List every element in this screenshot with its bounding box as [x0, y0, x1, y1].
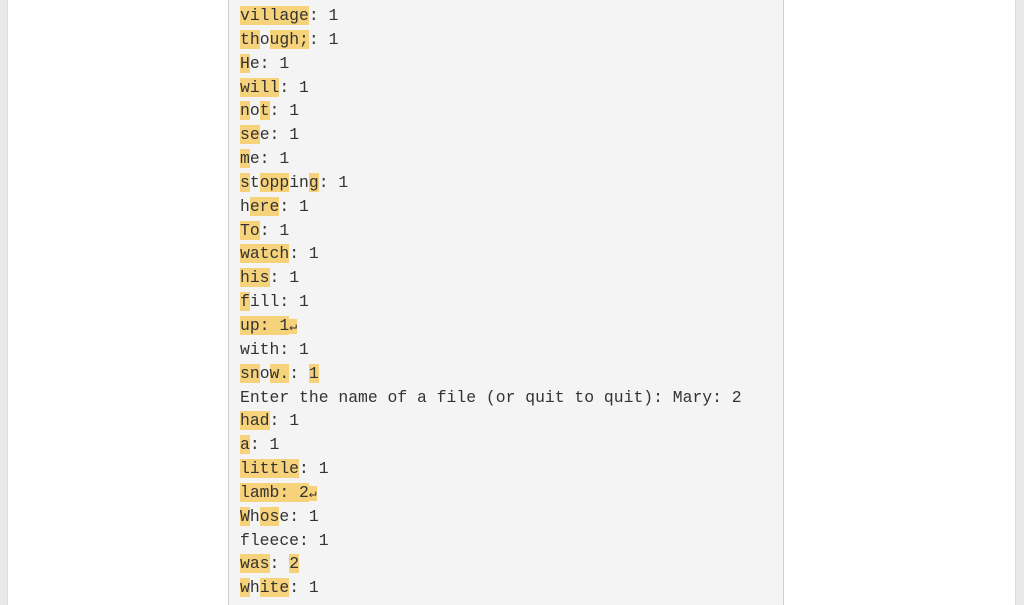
- highlighted-text-segment: f: [240, 292, 250, 312]
- text-segment: : 1: [289, 578, 319, 598]
- text-segment: o: [249, 101, 260, 121]
- output-line: see: 1: [240, 123, 742, 147]
- text-segment: e: 1: [279, 506, 319, 526]
- output-line: his: 1: [240, 266, 742, 290]
- highlighted-text-segment: se: [240, 125, 260, 145]
- text-segment: : 1: [279, 196, 309, 216]
- output-line: snow.: 1: [240, 362, 742, 386]
- output-line: Enter the name of a file (or quit to qui…: [240, 386, 742, 410]
- text-segment: e: 1: [259, 125, 300, 145]
- text-segment: :: [269, 554, 290, 574]
- highlighted-text-segment: 1: [308, 363, 319, 383]
- text-segment: : 1: [269, 411, 300, 431]
- output-line: up: 1↵: [240, 314, 742, 338]
- highlighted-text-segment: w.: [269, 363, 290, 383]
- output-line: though;: 1: [240, 28, 742, 52]
- text-segment: Enter the name of a file (or quit to qui…: [240, 387, 742, 407]
- highlighted-text-segment: g: [308, 172, 319, 192]
- text-segment: : 1: [269, 101, 300, 121]
- output-line: fill: 1: [240, 290, 742, 314]
- output-line: fleece: 1: [240, 529, 742, 553]
- text-segment: : 1: [308, 29, 339, 49]
- text-segment: t: [249, 172, 260, 192]
- text-segment: e: 1: [249, 149, 290, 169]
- highlighted-text-segment: watch: [240, 244, 290, 264]
- text-segment: h: [249, 506, 260, 526]
- highlighted-text-segment: n: [240, 101, 250, 121]
- output-line: To: 1: [240, 219, 742, 243]
- highlighted-text-segment: opp: [259, 172, 290, 192]
- highlighted-text-segment: H: [240, 53, 250, 73]
- text-segment: in: [289, 172, 309, 192]
- text-segment: o: [259, 29, 270, 49]
- highlighted-text-segment: os: [259, 506, 280, 526]
- highlighted-text-segment: little: [240, 459, 300, 479]
- document-page: village: 1 though;: 1 He: 1 will: 1 not: 1 se…: [7, 0, 1016, 605]
- text-segment: o: [259, 363, 270, 383]
- text-segment: e: 1: [249, 53, 290, 73]
- highlighted-text-segment: ugh;: [269, 29, 309, 49]
- return-symbol-icon: ↵: [289, 318, 298, 334]
- highlighted-text-segment: th: [240, 29, 260, 49]
- highlighted-text-segment: sn: [240, 363, 260, 383]
- text-segment: : 1: [318, 172, 349, 192]
- output-line: village: 1: [240, 4, 742, 28]
- output-line: here: 1: [240, 195, 742, 219]
- text-segment: : 1: [249, 435, 280, 455]
- output-line: lamb: 2↵: [240, 481, 742, 505]
- highlighted-text-segment: a: [240, 435, 250, 455]
- highlighted-text-segment: lamb: 2: [240, 482, 309, 502]
- text-segment: with: 1: [240, 339, 309, 359]
- highlighted-text-segment: his: [240, 268, 270, 288]
- text-segment: : 1: [259, 220, 290, 240]
- highlighted-text-segment: ite: [259, 578, 290, 598]
- highlighted-text-segment: up: 1: [240, 315, 290, 335]
- highlighted-text-segment: m: [240, 149, 250, 169]
- output-line: a: 1: [240, 433, 742, 457]
- highlighted-text-segment: ere: [249, 196, 280, 216]
- output-line: me: 1: [240, 147, 742, 171]
- highlighted-text-segment: W: [240, 506, 250, 526]
- console-output-panel: village: 1 though;: 1 He: 1 will: 1 not: 1 se…: [228, 0, 784, 605]
- text-segment: : 1: [299, 459, 329, 479]
- output-line: He: 1: [240, 52, 742, 76]
- highlighted-text-segment: village: [240, 6, 309, 25]
- output-line: with: 1: [240, 338, 742, 362]
- highlighted-text-segment: t: [259, 101, 270, 121]
- highlighted-text-segment: s: [240, 172, 250, 192]
- text-segment: ill: 1: [249, 292, 309, 312]
- output-line: stopping: 1: [240, 171, 742, 195]
- text-segment: h: [240, 196, 250, 216]
- text-segment: : 1: [289, 244, 319, 264]
- highlighted-text-segment: had: [240, 411, 270, 431]
- console-output-text: village: 1 though;: 1 He: 1 will: 1 not: 1 se…: [240, 4, 742, 600]
- highlighted-text-segment: To: [240, 220, 260, 240]
- output-line: little: 1: [240, 457, 742, 481]
- text-segment: h: [249, 578, 260, 598]
- text-segment: :: [289, 363, 309, 383]
- output-line: watch: 1: [240, 242, 742, 266]
- text-segment: : 1: [308, 6, 339, 25]
- highlighted-text-segment: w: [240, 578, 250, 598]
- text-segment: : 1: [269, 268, 300, 288]
- output-line: Whose: 1: [240, 505, 742, 529]
- return-symbol-icon: ↵: [308, 485, 317, 501]
- output-line: white: 1: [240, 576, 742, 600]
- text-segment: fleece: 1: [240, 530, 329, 550]
- output-line: had: 1: [240, 409, 742, 433]
- output-line: not: 1: [240, 99, 742, 123]
- output-line: will: 1: [240, 76, 742, 100]
- highlighted-text-segment: 2: [289, 554, 300, 574]
- highlighted-text-segment: will: [240, 77, 280, 97]
- highlighted-text-segment: was: [240, 554, 270, 574]
- output-line: was: 2: [240, 552, 742, 576]
- text-segment: : 1: [279, 77, 309, 97]
